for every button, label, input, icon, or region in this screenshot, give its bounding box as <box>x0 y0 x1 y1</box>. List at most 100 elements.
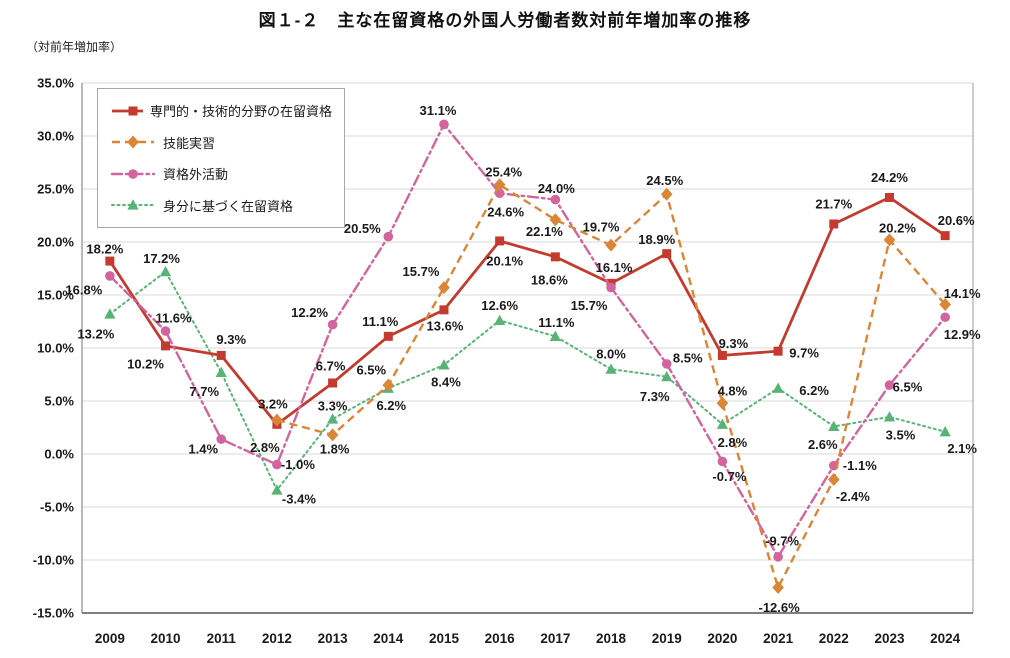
data-point-marker-professional-technical <box>773 346 783 356</box>
data-point-marker-professional-technical <box>829 219 839 229</box>
data-label-technical-intern-training: 6.5% <box>356 363 386 378</box>
x-tick-label: 2015 <box>429 631 460 646</box>
data-point-marker-status-based <box>716 418 729 429</box>
data-label-professional-technical: 9.3% <box>719 336 749 351</box>
data-point-marker-technical-intern-training <box>493 178 506 192</box>
data-label-professional-technical: 9.3% <box>216 332 246 347</box>
x-tick-label: 2020 <box>707 631 737 646</box>
data-label-technical-intern-training: 3.2% <box>258 397 288 412</box>
data-label-activities-outside-qualification: -9.7% <box>765 533 799 548</box>
y-tick-label: 25.0% <box>37 182 74 197</box>
data-point-marker-technical-intern-training <box>549 213 562 227</box>
data-label-professional-technical: 13.6% <box>427 318 464 333</box>
data-label-professional-technical: 18.6% <box>531 272 568 287</box>
chart-title: 図１-２ 主な在留資格の外国人労働者数対前年増加率の推移 <box>258 11 752 30</box>
data-label-status-based: 7.3% <box>640 389 670 404</box>
data-point-marker-activities-outside-qualification <box>216 434 227 444</box>
data-point-marker-status-based <box>494 314 506 326</box>
data-point-marker-status-based <box>883 411 896 422</box>
data-point-marker-status-based <box>661 370 673 382</box>
data-point-marker-technical-intern-training <box>271 413 283 427</box>
data-label-activities-outside-qualification: -1.1% <box>843 458 877 473</box>
x-tick-label: 2010 <box>151 631 181 646</box>
data-label-status-based: 12.6% <box>481 298 518 313</box>
y-tick-label: 35.0% <box>37 76 74 91</box>
legend-item-professional-technical: 専門的・技術的分野の在留資格 <box>110 101 332 120</box>
data-point-marker-professional-technical <box>439 305 449 315</box>
data-label-status-based: -3.4% <box>282 492 316 507</box>
x-tick-label: 2013 <box>318 631 349 646</box>
data-point-marker-status-based <box>605 363 617 374</box>
data-label-professional-technical: 10.2% <box>127 356 164 371</box>
data-point-marker-activities-outside-qualification <box>717 456 728 467</box>
data-label-activities-outside-qualification: 20.5% <box>344 221 381 236</box>
x-tick-label: 2021 <box>763 631 794 646</box>
x-tick-label: 2022 <box>819 631 849 646</box>
diamond-marker-icon <box>127 135 139 149</box>
data-label-technical-intern-training: 22.1% <box>526 224 563 239</box>
series-line-professional-technical <box>108 195 946 427</box>
data-label-technical-intern-training: 4.8% <box>718 384 748 399</box>
data-label-professional-technical: 9.7% <box>789 346 819 361</box>
data-label-professional-technical: 2.8% <box>250 440 280 455</box>
y-tick-label: -5.0% <box>40 500 74 515</box>
data-label-activities-outside-qualification: 12.2% <box>291 305 328 320</box>
data-label-activities-outside-qualification: 6.5% <box>893 380 923 395</box>
data-label-technical-intern-training: 14.1% <box>944 286 981 301</box>
data-label-professional-technical: 18.2% <box>86 242 123 257</box>
data-point-marker-status-based <box>939 425 951 437</box>
data-label-activities-outside-qualification: 15.7% <box>571 298 608 313</box>
y-tick-label: -10.0% <box>33 553 75 568</box>
data-label-professional-technical: 20.1% <box>486 253 523 268</box>
data-label-professional-technical: 18.9% <box>638 232 675 247</box>
data-point-marker-professional-technical <box>383 331 393 341</box>
x-tick-label: 2012 <box>262 631 292 646</box>
data-point-marker-activities-outside-qualification <box>160 326 171 336</box>
data-label-professional-technical: 6.7% <box>316 358 346 373</box>
data-point-marker-activities-outside-qualification <box>439 119 449 130</box>
data-point-marker-status-based <box>549 330 561 341</box>
data-point-marker-technical-intern-training <box>939 298 951 312</box>
data-label-status-based: 6.2% <box>799 383 829 398</box>
x-tick-label: 2016 <box>485 631 516 646</box>
series-line-activities-outside-qualification <box>108 122 947 560</box>
y-tick-label: 15.0% <box>37 288 74 303</box>
legend-item-activities-outside-qualification: 資格外活動 <box>110 164 332 183</box>
data-label-activities-outside-qualification: 16.8% <box>65 282 102 297</box>
triangle-marker-icon <box>127 199 139 210</box>
data-label-professional-technical: 20.6% <box>938 213 975 228</box>
chart-legend: 専門的・技術的分野の在留資格 技能実習資格外活動身分に基づく在留資格 <box>97 88 345 228</box>
y-axis-unit-label: （対前年増加率） <box>26 40 123 54</box>
circle-marker-icon <box>128 168 138 179</box>
data-label-activities-outside-qualification: 31.1% <box>420 103 457 118</box>
data-label-activities-outside-qualification: -1.0% <box>281 457 315 472</box>
data-point-marker-status-based <box>159 265 172 277</box>
data-label-professional-technical: 24.2% <box>871 170 908 185</box>
data-point-marker-activities-outside-qualification <box>272 459 282 470</box>
data-label-activities-outside-qualification: 1.4% <box>188 442 218 457</box>
data-label-technical-intern-training: 24.5% <box>646 173 683 188</box>
data-label-activities-outside-qualification: 12.9% <box>944 327 981 342</box>
data-point-marker-status-based <box>271 484 283 495</box>
x-tick-label: 2024 <box>930 631 961 646</box>
data-label-activities-outside-qualification: -0.7% <box>712 469 746 484</box>
y-tick-label: 10.0% <box>37 341 74 356</box>
data-point-marker-status-based <box>104 308 116 319</box>
square-marker-icon <box>128 106 138 116</box>
legend-label: 身分に基づく在留資格 <box>163 198 294 214</box>
data-label-technical-intern-training: 15.7% <box>403 264 440 279</box>
data-point-marker-technical-intern-training <box>382 378 395 392</box>
x-tick-label: 2011 <box>207 631 237 646</box>
data-point-marker-professional-technical <box>161 341 171 351</box>
legend-swatch-activities-outside-qualification <box>110 168 156 179</box>
data-point-marker-activities-outside-qualification <box>661 359 672 369</box>
series-technical-intern-training <box>271 178 951 595</box>
data-point-marker-activities-outside-qualification <box>383 231 394 242</box>
legend-item-technical-intern-training: 技能実習 <box>110 133 332 152</box>
data-label-status-based: 3.5% <box>886 427 916 442</box>
x-tick-label: 2019 <box>652 631 682 646</box>
y-tick-label: -15.0% <box>33 606 75 621</box>
data-label-status-based: 8.0% <box>596 347 626 362</box>
data-label-activities-outside-qualification: 8.5% <box>673 350 703 365</box>
data-label-professional-technical: 16.1% <box>596 260 633 275</box>
